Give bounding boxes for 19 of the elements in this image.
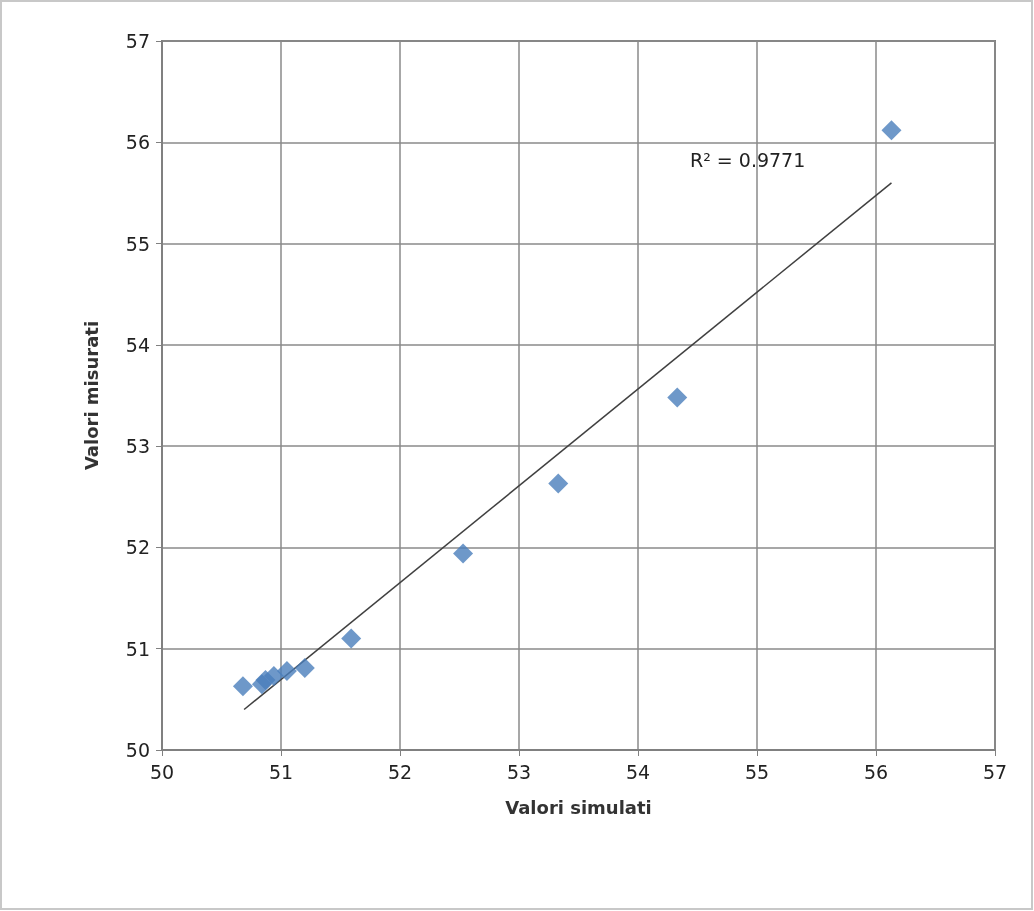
- x-tick-label: 51: [268, 760, 294, 783]
- y-tick-label: 55: [125, 232, 150, 255]
- x-tick-label: 56: [863, 760, 889, 783]
- x-tick-label: 55: [744, 760, 770, 783]
- annotation: R² = 0.9771: [690, 148, 806, 171]
- y-tick-label: 57: [125, 30, 150, 52]
- y-tick-label: 51: [125, 637, 150, 660]
- x-tick-label: 57: [982, 760, 1008, 783]
- y-tick-label: 50: [125, 739, 150, 761]
- y-axis-title: Valori misurati: [80, 320, 102, 471]
- x-tick-label: 52: [387, 760, 413, 783]
- x-tick-label: 50: [149, 760, 175, 783]
- y-tick-label: 52: [125, 536, 150, 559]
- y-tick-label: 54: [125, 333, 150, 356]
- x-axis-title: Valori simulati: [505, 796, 652, 818]
- x-tick-label: 54: [625, 760, 651, 783]
- x-tick-label: 53: [506, 760, 532, 783]
- y-tick-label: 56: [125, 131, 150, 154]
- y-tick-label: 53: [125, 435, 150, 458]
